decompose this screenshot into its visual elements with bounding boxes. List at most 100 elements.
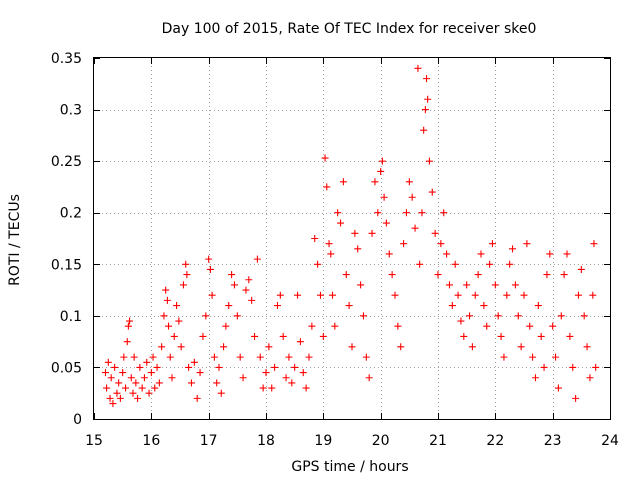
data-point (577, 265, 585, 273)
data-point (583, 343, 591, 351)
data-point (140, 374, 148, 382)
data-point (230, 281, 238, 289)
data-point (454, 291, 462, 299)
data-point (311, 235, 319, 242)
x-tick-label: 20 (372, 433, 390, 449)
data-point (388, 271, 396, 279)
data-point (431, 229, 439, 237)
x-tick-label: 16 (142, 433, 160, 449)
data-point (202, 312, 210, 320)
data-point (382, 219, 390, 227)
data-point (445, 281, 453, 289)
data-point (233, 312, 241, 320)
data-point (509, 245, 517, 253)
data-point (365, 374, 373, 382)
data-point (299, 369, 307, 377)
data-point (196, 369, 204, 377)
x-tick-label: 15 (85, 433, 103, 449)
data-point (380, 193, 388, 201)
data-point (101, 369, 109, 377)
data-point (342, 271, 350, 279)
data-point (109, 400, 117, 408)
data-point (282, 374, 290, 382)
data-point (116, 394, 124, 402)
data-point (357, 281, 365, 289)
data-point (480, 302, 488, 310)
data-point (160, 312, 168, 320)
data-point (158, 343, 166, 351)
data-point (569, 363, 577, 371)
x-tick-label: 18 (257, 433, 275, 449)
data-point (107, 374, 115, 382)
grid (94, 58, 610, 419)
data-point (273, 302, 281, 310)
data-point (566, 332, 574, 340)
data-point (242, 286, 250, 294)
data-point (440, 209, 448, 217)
data-point (463, 281, 471, 289)
data-point (552, 353, 560, 361)
data-point (305, 353, 313, 361)
data-point (288, 379, 296, 387)
data-point (488, 240, 496, 248)
data-point (147, 369, 155, 377)
y-tick-labels: 0 0.05 0.1 0.15 0.2 0.25 0.3 0.35 (51, 51, 82, 428)
data-point (208, 291, 216, 299)
data-point (187, 379, 195, 387)
data-point (136, 363, 144, 371)
data-point (134, 394, 142, 402)
x-tick-label: 23 (544, 433, 562, 449)
x-axis-title: GPS time / hours (291, 459, 408, 475)
data-point (323, 183, 331, 191)
data-point (190, 358, 198, 366)
data-point (213, 379, 221, 387)
data-point (120, 353, 128, 361)
data-point (163, 296, 171, 304)
y-tick-label: 0.35 (51, 51, 82, 67)
data-point (378, 157, 386, 165)
data-point (497, 332, 505, 340)
data-point (348, 343, 356, 351)
data-point (503, 291, 511, 299)
data-point (132, 379, 140, 387)
data-point (206, 265, 214, 273)
data-point (119, 369, 127, 377)
data-point (491, 281, 499, 289)
y-tick-label: 0.25 (51, 154, 82, 170)
data-point (319, 332, 327, 340)
data-point (215, 363, 223, 371)
data-point (259, 384, 267, 392)
data-point (471, 291, 479, 299)
data-point (500, 353, 508, 361)
data-point (271, 363, 279, 371)
data-point (362, 353, 370, 361)
data-point (414, 64, 422, 72)
data-point (210, 353, 218, 361)
y-tick-label: 0.2 (60, 206, 82, 222)
data-point (423, 75, 431, 83)
data-point (377, 167, 385, 175)
data-point (104, 358, 112, 366)
data-point (520, 291, 528, 299)
y-tick-label: 0 (73, 412, 82, 428)
data-point (506, 260, 514, 268)
data-point (126, 317, 134, 325)
data-point (327, 250, 335, 258)
data-point (145, 389, 153, 397)
data-point (534, 302, 542, 310)
data-point (590, 240, 598, 248)
data-point (175, 317, 183, 325)
data-point (183, 271, 191, 279)
x-tick-label: 22 (486, 433, 504, 449)
data-point (554, 384, 562, 392)
data-point (321, 154, 329, 162)
data-point (314, 260, 322, 268)
data-point (205, 255, 213, 263)
x-tick-label: 19 (314, 433, 332, 449)
data-point (296, 338, 304, 346)
data-point (511, 281, 519, 289)
data-point (537, 332, 545, 340)
data-point (368, 229, 376, 237)
data-point (421, 106, 429, 114)
